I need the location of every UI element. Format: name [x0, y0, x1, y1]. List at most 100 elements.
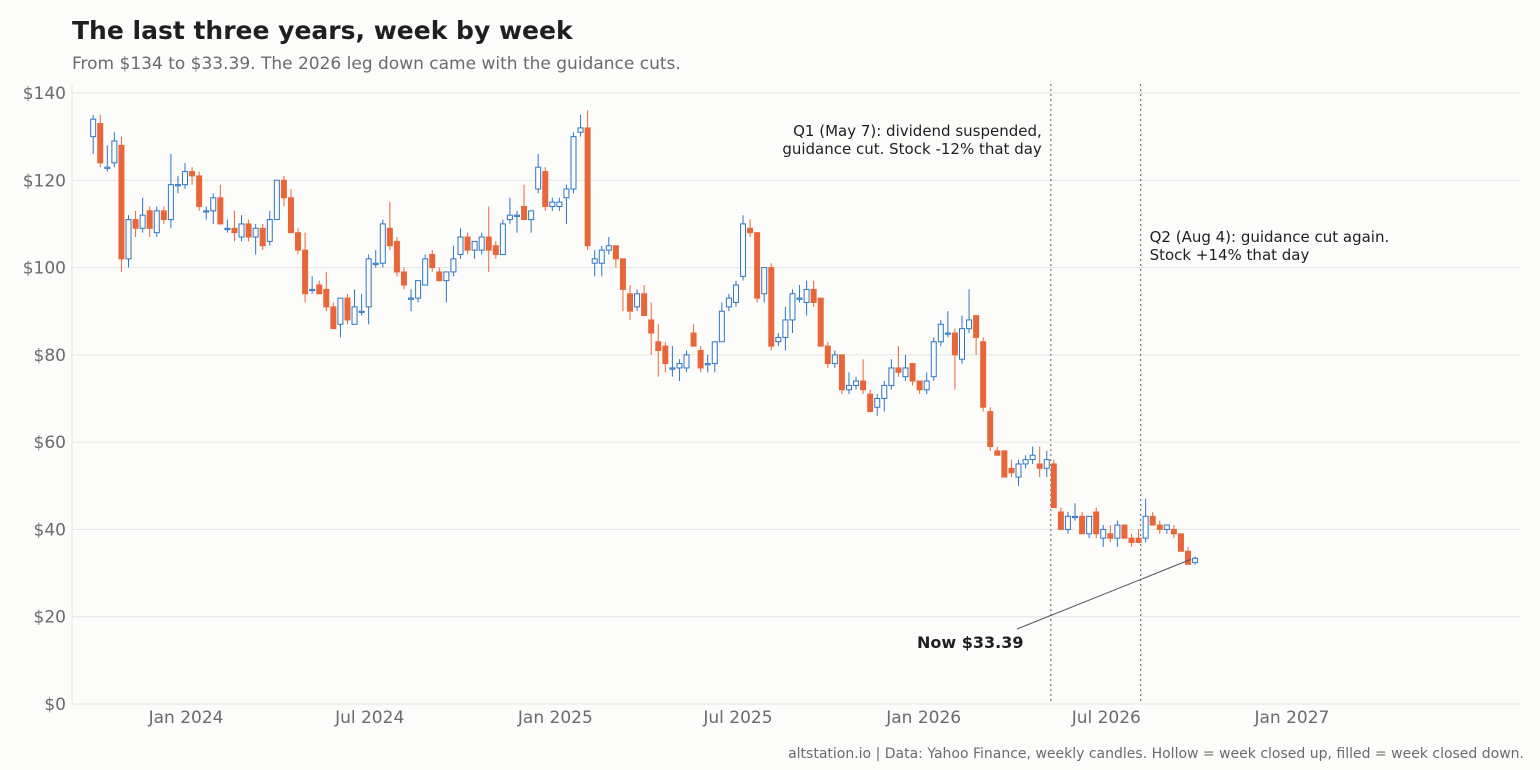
candle [189, 167, 196, 185]
candle-body-down [1156, 524, 1163, 530]
candle [909, 363, 916, 386]
candle-body-down [1121, 524, 1128, 539]
candle [478, 232, 485, 255]
candle-body-down [1057, 511, 1064, 530]
candle-body-up [1072, 515, 1079, 519]
candle-body-down [768, 267, 775, 347]
candle-body-up [499, 223, 506, 255]
candle [867, 389, 874, 413]
x-tick-label: Jan 2027 [1254, 708, 1330, 728]
candle-body-down [895, 367, 902, 373]
candle [386, 202, 393, 251]
candle [1170, 525, 1177, 539]
candle [648, 302, 655, 355]
candle-body-up [1142, 515, 1149, 539]
candle-body-down [97, 123, 104, 164]
candle [853, 376, 860, 390]
candle [973, 315, 980, 355]
candle-body-down [987, 411, 994, 448]
candle-body-down [521, 205, 528, 221]
candle-body-down [259, 227, 266, 247]
candle [1177, 533, 1184, 552]
candle [1079, 511, 1086, 535]
candle [542, 167, 549, 211]
candle-body-up [669, 367, 676, 370]
candle [1107, 525, 1114, 543]
candle [372, 250, 379, 268]
candle-body-up [167, 184, 174, 221]
candle [1072, 503, 1079, 521]
event-annotation: Q2 (Aug 4): guidance cut again. Stock +14… [1150, 228, 1390, 264]
candle [217, 184, 224, 225]
candle-body-down [627, 293, 634, 312]
candle-body-up [718, 310, 725, 343]
candle [987, 407, 994, 451]
candle-body-up [881, 384, 888, 399]
candle [1142, 498, 1149, 543]
candle-body-up [549, 201, 556, 207]
candle-body-down [838, 354, 845, 391]
candle [888, 359, 895, 390]
candle-body-down [393, 240, 400, 273]
candle-body-down [1093, 511, 1100, 535]
event-annotation-line: Stock +14% that day [1150, 246, 1310, 264]
candle [1086, 515, 1093, 539]
candle [796, 285, 803, 303]
x-tick-label: Jul 2024 [334, 708, 404, 728]
event-annotation: Q1 (May 7): dividend suspended, guidance … [782, 122, 1042, 158]
candle-body-down [1008, 467, 1015, 474]
candle [676, 359, 683, 382]
candle-body-up [775, 336, 782, 343]
candle-body-up [1100, 528, 1107, 539]
candle [358, 293, 365, 316]
candle [400, 267, 407, 290]
candle [337, 297, 344, 338]
candle-body-down [1149, 515, 1156, 526]
candle-body-down [1050, 463, 1057, 509]
candle-body-down [295, 232, 302, 251]
candle [683, 350, 690, 373]
candle-body-up [104, 166, 111, 169]
candle [1050, 459, 1057, 509]
candle-body-down [132, 219, 139, 229]
candle-body-down [542, 171, 549, 207]
candle [958, 315, 965, 364]
candle [1100, 525, 1107, 547]
candle-body-up [337, 297, 344, 325]
candle [90, 114, 97, 155]
candle [937, 319, 944, 347]
candle [994, 446, 1001, 456]
candle-body-up [224, 227, 231, 230]
candle [167, 154, 174, 229]
candle-body-up [1022, 459, 1029, 465]
candle [273, 179, 280, 221]
candle [584, 110, 591, 251]
candle [704, 354, 711, 373]
candle-body-up [605, 245, 612, 251]
candle-body-up [1192, 557, 1199, 564]
chart-title: The last three years, week by week [72, 16, 573, 45]
candle [104, 145, 111, 172]
candle [1156, 520, 1163, 534]
x-axis: Jan 2024 Jul 2024 Jan 2025 Jul 2025 Jan 2026… [148, 708, 1330, 728]
candle [471, 240, 478, 259]
candle-body-up [902, 367, 909, 378]
y-tick-label: $20 [34, 608, 66, 628]
candle-body-up [1029, 454, 1036, 461]
candle [669, 346, 676, 377]
candle-body-up [704, 363, 711, 366]
candle [725, 293, 732, 312]
candle-body-down [973, 315, 980, 338]
candle-body-up [803, 288, 810, 303]
candle-body-up [923, 380, 930, 391]
candle-body-down [400, 271, 407, 286]
y-tick-label: $60 [34, 433, 66, 453]
candle-body-down [824, 345, 831, 365]
candle-body-up [203, 210, 210, 213]
candle [316, 280, 323, 295]
candle-body-down [810, 288, 817, 303]
candle [1114, 520, 1121, 547]
candle-body-up [853, 380, 860, 386]
x-tick-label: Jul 2025 [702, 708, 772, 728]
candle [563, 184, 570, 224]
